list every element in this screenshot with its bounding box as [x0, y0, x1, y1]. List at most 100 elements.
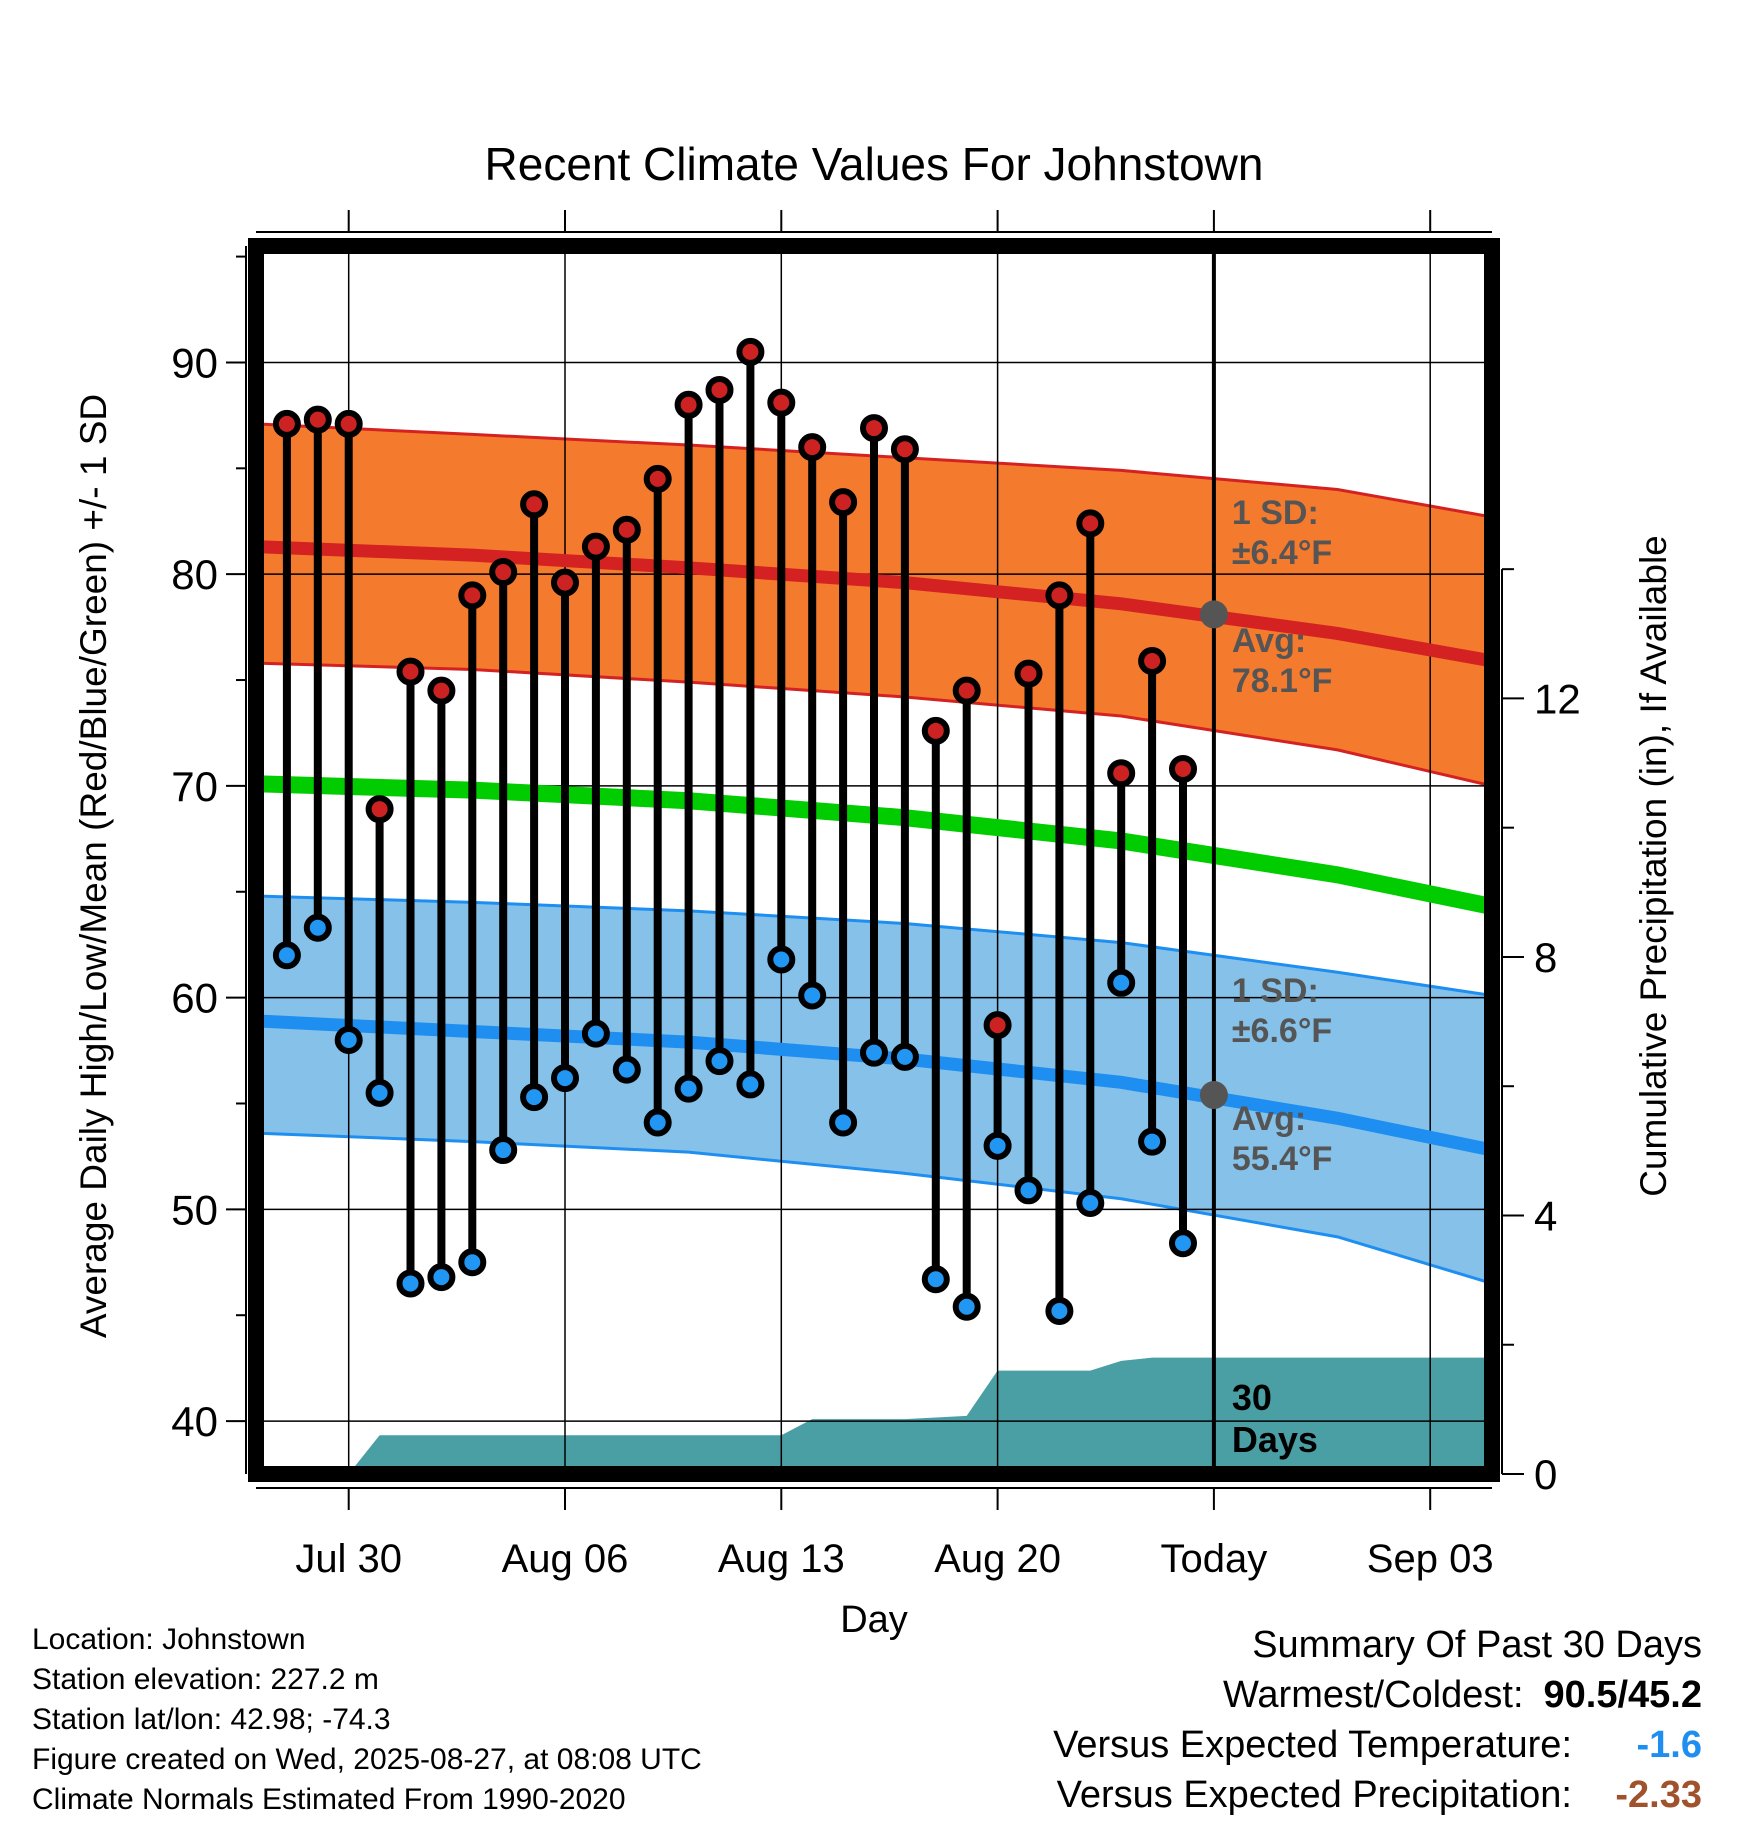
daily-low-marker [1014, 1176, 1043, 1205]
daily-high-marker [365, 795, 394, 824]
precip-label-days: Days [1232, 1419, 1318, 1460]
x-tick-label: Sep 03 [1367, 1537, 1494, 1581]
precip-value: -2.33 [1615, 1774, 1702, 1816]
daily-low-marker [1107, 968, 1136, 997]
daily-low-marker [520, 1083, 549, 1112]
y-tick-label: 50 [171, 1186, 218, 1233]
daily-high-marker [458, 581, 487, 610]
daily-high-marker [581, 532, 610, 561]
daily-low-marker [365, 1078, 394, 1107]
daily-high-marker [334, 409, 363, 438]
daily-low-marker [643, 1108, 672, 1137]
normals-line: Climate Normals Estimated From 1990-2020 [32, 1783, 626, 1816]
latlon-line: Station lat/lon: 42.98; -74.3 [32, 1703, 391, 1736]
daily-high-marker [983, 1011, 1012, 1040]
precip-label: Versus Expected Precipitation: [1056, 1774, 1572, 1816]
daily-high-marker [396, 657, 425, 686]
daily-low-marker [303, 913, 332, 942]
x-axis-label: Day [840, 1599, 908, 1641]
temp-value: -1.6 [1636, 1724, 1702, 1766]
daily-high-marker [829, 488, 858, 517]
summary-precip-row: Versus Expected Precipitation: -2.33 [1053, 1770, 1702, 1820]
daily-high-marker [272, 409, 301, 438]
daily-low-marker [860, 1038, 888, 1067]
daily-high-marker [427, 676, 456, 705]
daily-low-marker [489, 1136, 518, 1165]
daily-high-marker [551, 568, 579, 597]
daily-high-marker [674, 390, 703, 419]
low-sd-label: 1 SD: [1232, 972, 1319, 1010]
location-line: Location: Johnstown [32, 1623, 306, 1656]
high-avg-label: Avg: [1232, 622, 1306, 660]
x-tick-label: Aug 06 [502, 1537, 629, 1581]
daily-high-marker [612, 515, 641, 544]
y2-tick-label: 0 [1534, 1451, 1557, 1498]
daily-low-marker [952, 1292, 981, 1321]
x-tick-label: Aug 20 [934, 1537, 1061, 1581]
daily-low-marker [767, 945, 796, 974]
daily-high-marker [303, 405, 332, 434]
daily-high-marker [1014, 659, 1043, 688]
daily-low-marker [551, 1064, 579, 1093]
y-tick-label: 40 [171, 1398, 218, 1445]
daily-low-marker [921, 1265, 950, 1294]
daily-high-marker [1169, 754, 1197, 783]
daily-high-marker [767, 388, 796, 417]
summary-warmest-row: Warmest/Coldest: 90.5/45.2 [1053, 1670, 1702, 1720]
x-tick-label: Aug 13 [718, 1537, 845, 1581]
chart-title: Recent Climate Values For Johnstown [485, 138, 1264, 190]
daily-low-marker [829, 1108, 858, 1137]
low-sd-value: ±6.6°F [1232, 1012, 1332, 1050]
y2-tick-label: 12 [1534, 675, 1581, 722]
low-avg-value: 55.4°F [1232, 1140, 1333, 1178]
daily-low-marker [458, 1248, 487, 1277]
daily-low-marker [1045, 1296, 1074, 1325]
daily-high-marker [1076, 509, 1105, 538]
daily-low-marker [427, 1263, 456, 1292]
today-high-avg-marker [1199, 600, 1228, 629]
warmest-value: 90.5/45.2 [1543, 1674, 1702, 1716]
elevation-line: Station elevation: 227.2 m [32, 1663, 379, 1696]
low-avg-label: Avg: [1232, 1100, 1306, 1138]
daily-high-marker [1138, 646, 1167, 675]
today-low-avg-marker [1199, 1081, 1228, 1110]
daily-low-marker [1076, 1188, 1105, 1217]
x-tick-label: Today [1161, 1537, 1268, 1581]
x-tick-label: Jul 30 [295, 1537, 402, 1581]
daily-high-marker [890, 435, 919, 464]
daily-high-marker [798, 433, 827, 462]
daily-high-marker [921, 716, 950, 745]
daily-low-marker [890, 1042, 919, 1071]
y-axis-label: Average Daily High/Low/Mean (Red/Blue/Gr… [73, 394, 114, 1338]
y-tick-label: 60 [171, 975, 218, 1022]
precip-label-30: 30 [1232, 1377, 1272, 1418]
daily-high-marker [736, 337, 765, 366]
plot-area [256, 246, 1492, 1474]
summary-panel: Summary Of Past 30 Days Warmest/Coldest:… [1053, 1620, 1702, 1820]
warmest-label: Warmest/Coldest: [1222, 1674, 1524, 1716]
y2-tick-label: 4 [1534, 1192, 1557, 1239]
y-tick-label: 80 [171, 551, 218, 598]
daily-high-marker [952, 676, 981, 705]
daily-low-marker [396, 1269, 425, 1298]
daily-low-marker [581, 1019, 610, 1048]
daily-low-marker [798, 981, 827, 1010]
station-info: Location: Johnstown Station elevation: 2… [32, 1620, 702, 1820]
daily-high-marker [489, 558, 518, 587]
y-tick-label: 90 [171, 339, 218, 386]
daily-high-marker [1045, 581, 1074, 610]
created-line: Figure created on Wed, 2025-08-27, at 08… [32, 1743, 702, 1776]
daily-low-marker [334, 1025, 363, 1054]
daily-low-marker [674, 1074, 703, 1103]
daily-high-marker [860, 414, 888, 443]
daily-low-marker [1169, 1229, 1197, 1258]
y2-axis-label: Cumulative Precipitation (in), If Availa… [1633, 535, 1674, 1197]
daily-low-marker [612, 1055, 641, 1084]
y-tick-label: 70 [171, 763, 218, 810]
high-sd-value: ±6.4°F [1232, 534, 1332, 572]
daily-low-marker [983, 1131, 1012, 1160]
daily-low-marker [736, 1070, 765, 1099]
temp-label: Versus Expected Temperature: [1053, 1724, 1572, 1766]
high-sd-label: 1 SD: [1232, 494, 1319, 532]
